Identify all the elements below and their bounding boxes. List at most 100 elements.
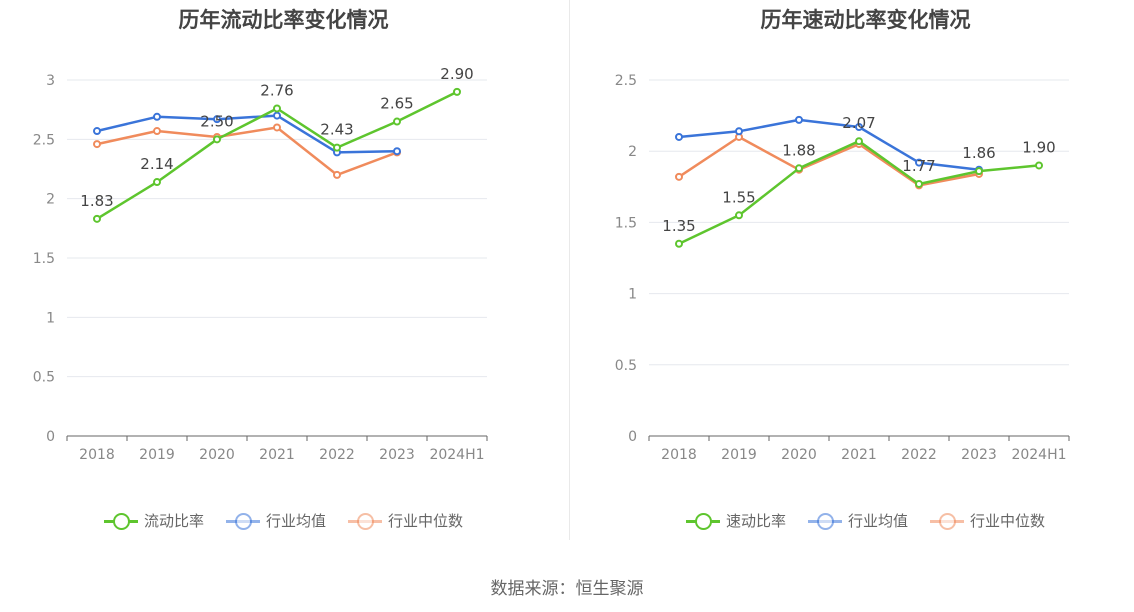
main-series-point (975, 167, 983, 176)
data-label: 1.35 (662, 217, 695, 235)
data-label: 2.76 (260, 81, 293, 99)
x-tick-label: 2022 (901, 447, 937, 463)
main-series-point (273, 104, 281, 113)
x-tick-label: 2020 (199, 447, 235, 463)
legend-label: 行业均值 (847, 512, 908, 530)
legend-label: 行业中位数 (970, 512, 1046, 530)
industry-average-series-line (678, 118, 980, 171)
industry-average-series-point (915, 158, 923, 167)
main-series-point (855, 137, 863, 146)
y-tick-label: 0.5 (615, 358, 637, 374)
data-label: 2.90 (440, 65, 473, 83)
legend-label: 行业均值 (265, 512, 326, 530)
chart-title: 历年速动比率变化情况 (760, 8, 971, 32)
industry-average-series-point (855, 122, 863, 131)
y-tick-label: 0.5 (33, 370, 55, 386)
quick-ratio-plot: 0 0.5 1 1.5 2 2.5 2018 2019 2020 2021 2022 2023 2024… (615, 73, 1070, 463)
y-tick-label: 2.5 (615, 73, 637, 89)
industry-average-series-point (153, 112, 161, 121)
legend-item-industry-average[interactable]: 行业均值 (807, 510, 908, 531)
industry-median-series-point (675, 172, 683, 181)
industry-median-series-point (93, 140, 101, 149)
y-tick-label: 2 (46, 192, 55, 208)
chart-legend: 流动比率 行业均值 行业中位数 (0, 510, 567, 531)
x-tick-label: 2019 (139, 447, 175, 463)
x-tick-label: 2021 (259, 447, 295, 463)
legend-marker-icon (685, 512, 720, 530)
legend-marker-icon (807, 512, 842, 530)
main-series-point (735, 211, 743, 220)
main-series-point (153, 178, 161, 187)
current-ratio-plot: 0 0.5 1 1.5 2 2.5 3 2018 2019 2020 2021 2022 2023 202… (33, 65, 488, 463)
industry-average-series-point (393, 147, 401, 156)
chart-title: 历年流动比率变化情况 (178, 8, 389, 32)
main-series-point (915, 179, 923, 188)
legend-label: 流动比率 (143, 512, 204, 530)
industry-average-series-point (795, 115, 803, 124)
legend-marker-icon (930, 512, 964, 530)
industry-average-series-point (273, 111, 281, 120)
y-tick-label: 0 (628, 429, 637, 445)
legend-item-industry-average[interactable]: 行业均值 (225, 510, 326, 531)
industry-median-series-point (273, 123, 281, 132)
industry-average-series-point (735, 127, 743, 136)
legend-label: 速动比率 (725, 512, 786, 530)
data-label: 1.83 (80, 192, 113, 210)
legend-item-main[interactable]: 速动比率 (685, 510, 786, 531)
y-tick-label: 1 (46, 310, 55, 326)
x-tick-label: 2024H1 (1011, 447, 1066, 463)
legend-marker-icon (225, 512, 260, 530)
main-series-point (213, 135, 221, 144)
industry-average-series-point (93, 127, 101, 136)
x-tick-label: 2023 (379, 447, 415, 463)
data-label: 1.55 (722, 188, 755, 206)
y-tick-label: 2 (628, 144, 637, 160)
chart-legend: 速动比率 行业均值 行业中位数 (582, 510, 1134, 531)
data-label: 1.86 (962, 144, 995, 162)
x-tick-label: 2019 (721, 447, 757, 463)
x-tick-label: 2020 (781, 447, 817, 463)
chart-divider (569, 0, 570, 540)
main-series-point (333, 143, 341, 152)
legend-marker-icon (348, 512, 382, 530)
data-label: 2.07 (842, 114, 875, 132)
x-tick-label: 2021 (841, 447, 877, 463)
data-label: 2.14 (140, 155, 173, 173)
y-tick-label: 3 (46, 73, 55, 89)
x-tick-label: 2018 (661, 447, 697, 463)
main-series-point (795, 164, 803, 173)
legend-item-industry-median[interactable]: 行业中位数 (348, 510, 463, 531)
industry-median-series-line (96, 126, 398, 177)
industry-average-series-point (213, 115, 221, 124)
current-ratio-chart: 历年流动比率变化情况 0 0.5 1 1.5 2 2.5 3 2018 2019 2020 2021… (0, 0, 567, 560)
main-series-point (93, 214, 101, 223)
industry-median-series-point (333, 170, 341, 179)
main-series-point (393, 117, 401, 126)
x-tick-label: 2018 (79, 447, 115, 463)
main-series-point (675, 239, 683, 248)
legend-marker-icon (103, 512, 138, 530)
legend-item-industry-median[interactable]: 行业中位数 (930, 510, 1045, 531)
data-label: 2.50 (200, 112, 233, 130)
y-tick-label: 2.5 (33, 132, 55, 148)
main-series-point (453, 87, 461, 96)
data-label: 2.43 (320, 121, 353, 139)
x-tick-label: 2022 (319, 447, 355, 463)
data-label: 1.88 (782, 141, 815, 159)
data-label: 1.90 (1022, 138, 1055, 156)
industry-average-series-line (96, 114, 398, 154)
industry-median-series-point (153, 127, 161, 136)
industry-average-series-point (675, 132, 683, 141)
legend-item-main[interactable]: 流动比率 (103, 510, 204, 531)
data-label: 2.65 (380, 95, 413, 113)
x-tick-label: 2024H1 (429, 447, 484, 463)
y-tick-label: 1.5 (615, 215, 637, 231)
y-tick-label: 1.5 (33, 251, 55, 267)
legend-label: 行业中位数 (388, 512, 464, 530)
data-label: 1.77 (902, 157, 935, 175)
industry-median-series-line (678, 135, 980, 187)
quick-ratio-chart: 历年速动比率变化情况 0 0.5 1 1.5 2 2.5 2018 2019 2020 2021 2… (582, 0, 1134, 560)
x-tick-label: 2023 (961, 447, 997, 463)
main-series-point (1035, 161, 1043, 170)
data-source-note: 数据来源：恒生聚源 (490, 579, 644, 599)
